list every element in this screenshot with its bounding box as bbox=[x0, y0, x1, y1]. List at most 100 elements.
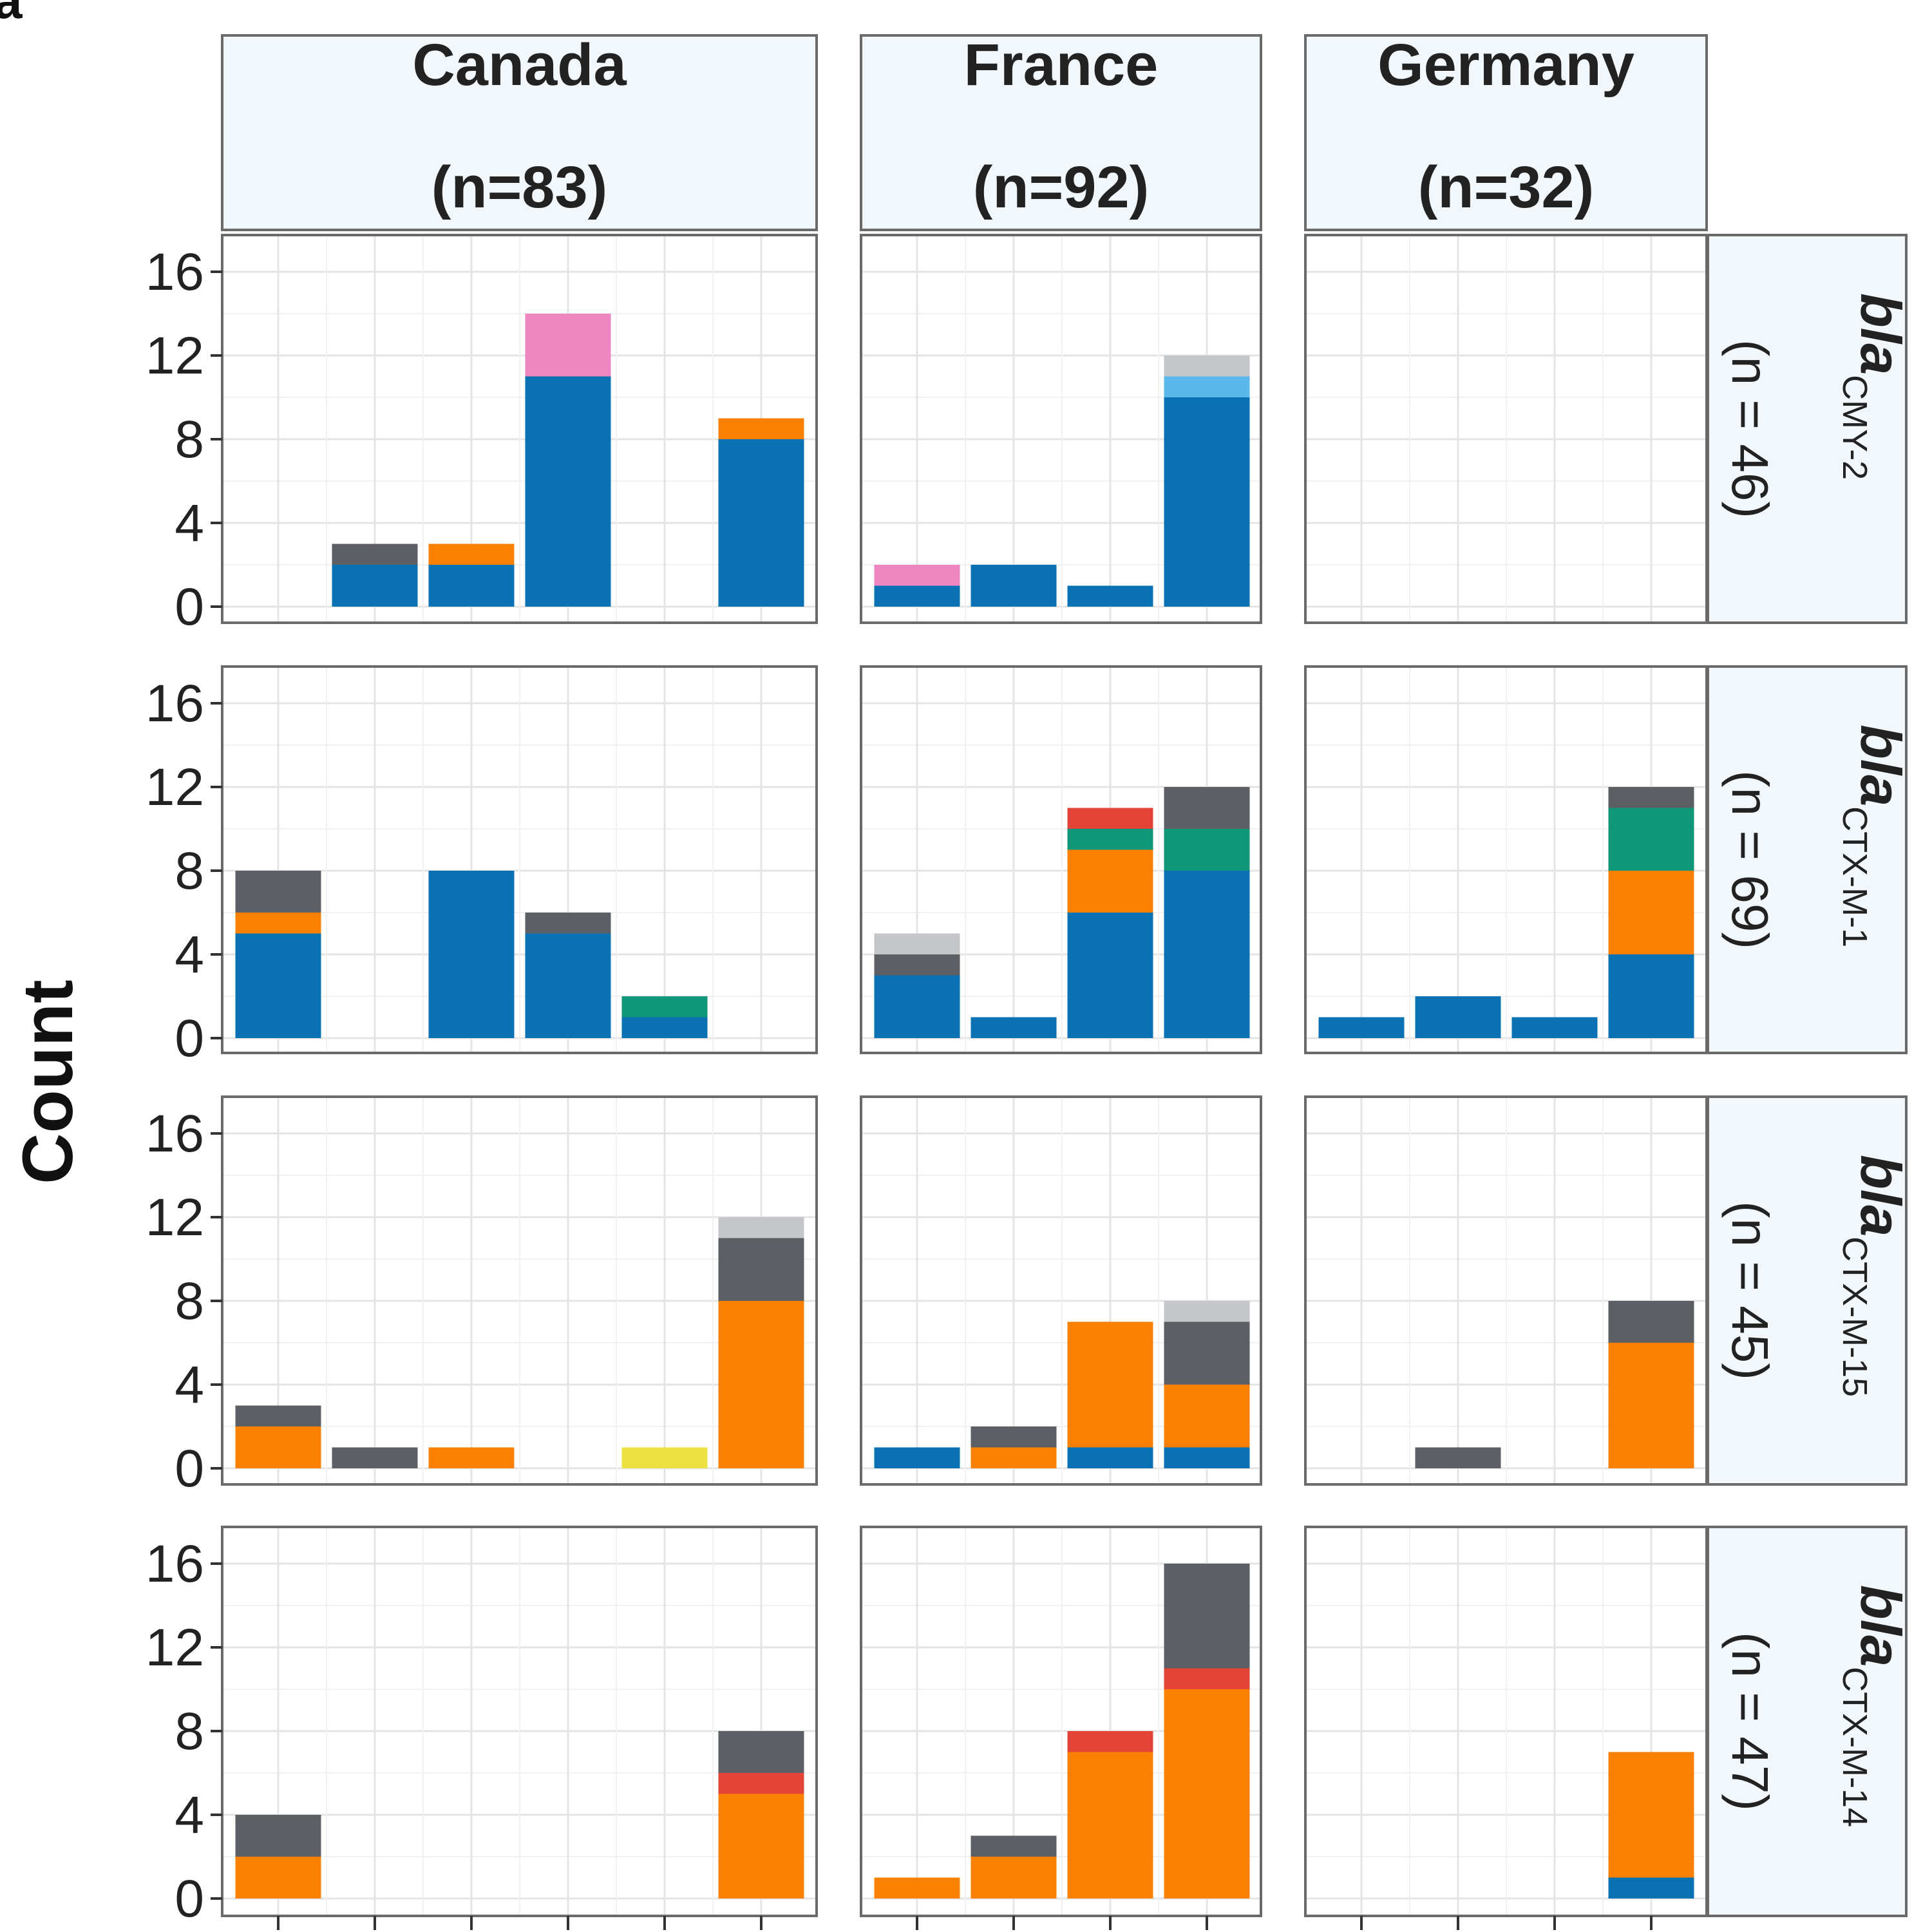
bar-segment-2-1-1-1 bbox=[235, 933, 321, 1038]
bar-segment-1-1-4-1 bbox=[525, 376, 611, 607]
bar-segment-1-2-4-2 bbox=[1164, 376, 1250, 397]
row-strip-n-1: (n = 46) bbox=[1721, 339, 1779, 518]
y-tick-label-3-1: 0 bbox=[175, 1439, 204, 1498]
bar-segment-3-1-1-2 bbox=[235, 1405, 321, 1426]
bar-segment-3-2-4-4 bbox=[1164, 1301, 1250, 1322]
bar-segment-4-2-4-1 bbox=[1164, 1689, 1250, 1899]
row-strip-gene-name-3: bla bbox=[1849, 1155, 1913, 1236]
bar-segment-4-2-2-1 bbox=[971, 1857, 1057, 1899]
bar-segment-2-3-3-1 bbox=[1511, 1017, 1598, 1038]
bar-segment-4-2-3-1 bbox=[1067, 1752, 1153, 1899]
bar-segment-4-1-6-1 bbox=[718, 1794, 804, 1899]
row-strip-n-2: (n = 69) bbox=[1721, 770, 1779, 949]
row-strip-variant-2: CTX-M-1 bbox=[1835, 806, 1874, 947]
bar-segment-3-2-4-3 bbox=[1164, 1321, 1250, 1385]
row-strip-gene-1: blaCMY-2 bbox=[1835, 293, 1913, 480]
y-tick-label-2-1: 4 bbox=[175, 925, 204, 984]
bar-segment-3-2-2-1 bbox=[971, 1447, 1057, 1468]
panel-label: a bbox=[0, 0, 23, 29]
bar-segment-4-1-6-2 bbox=[718, 1773, 804, 1794]
y-tick-label-1-1: 0 bbox=[175, 578, 204, 636]
bar-segment-1-1-6-1 bbox=[718, 439, 804, 607]
col-strip-1 bbox=[221, 34, 818, 231]
row-strip-4 bbox=[1707, 1526, 1908, 1917]
bar-segment-2-2-3-2 bbox=[1067, 849, 1153, 913]
row-strip-2 bbox=[1707, 665, 1908, 1054]
bar-segment-2-3-2-1 bbox=[1415, 996, 1501, 1038]
row-strip-gene-3: blaCTX-M-15 bbox=[1835, 1155, 1913, 1397]
bar-segment-3-3-2-1 bbox=[1415, 1447, 1501, 1468]
col-strip-2 bbox=[860, 34, 1262, 231]
y-tick-label-4-1: 16 bbox=[146, 1535, 204, 1593]
bar-segment-4-2-2-2 bbox=[971, 1835, 1057, 1857]
panel-frame-4-2 bbox=[860, 1526, 1262, 1917]
y-tick-label-2-1: 16 bbox=[146, 674, 204, 733]
bar-segment-3-3-4-1 bbox=[1608, 1343, 1694, 1468]
bar-segment-2-1-4-1 bbox=[525, 933, 611, 1038]
bar-segment-1-2-1-1 bbox=[874, 585, 960, 607]
row-strip-gene-name-4: bla bbox=[1849, 1585, 1913, 1667]
bar-segment-3-1-2-1 bbox=[332, 1447, 418, 1468]
y-tick-label-2-1: 12 bbox=[146, 758, 204, 817]
bar-segment-2-2-1-3 bbox=[874, 933, 960, 954]
row-strip-variant-4: CTX-M-14 bbox=[1835, 1667, 1874, 1827]
bar-segment-3-2-3-1 bbox=[1067, 1447, 1153, 1468]
bar-segment-4-1-1-2 bbox=[235, 1815, 321, 1857]
bar-segment-4-1-1-1 bbox=[235, 1857, 321, 1899]
bar-segment-1-2-4-1 bbox=[1164, 397, 1250, 607]
bar-segment-3-2-3-2 bbox=[1067, 1321, 1153, 1448]
bar-segment-1-1-3-1 bbox=[428, 565, 515, 607]
panel-frame-3-1 bbox=[221, 1095, 818, 1486]
bar-segment-2-2-3-4 bbox=[1067, 808, 1153, 829]
bar-segment-3-2-4-1 bbox=[1164, 1447, 1250, 1468]
y-tick-label-3-1: 16 bbox=[146, 1104, 204, 1163]
y-tick-label-2-1: 8 bbox=[175, 842, 204, 900]
col-strip-country-2: France bbox=[964, 32, 1159, 98]
bar-segment-4-3-4-1 bbox=[1608, 1877, 1694, 1899]
row-strip-gene-4: blaCTX-M-14 bbox=[1835, 1585, 1913, 1827]
bar-segment-4-2-1-1 bbox=[874, 1877, 960, 1899]
bar-segment-2-3-1-1 bbox=[1318, 1017, 1405, 1038]
bar-segment-1-1-3-2 bbox=[428, 544, 515, 565]
y-tick-label-4-1: 0 bbox=[175, 1870, 204, 1928]
y-tick-label-3-1: 12 bbox=[146, 1188, 204, 1247]
bar-segment-3-1-5-1 bbox=[621, 1447, 708, 1468]
bar-segment-3-3-4-2 bbox=[1608, 1301, 1694, 1343]
bar-segment-2-3-4-1 bbox=[1608, 954, 1694, 1038]
bar-segment-4-3-4-2 bbox=[1608, 1752, 1694, 1878]
bar-segment-2-2-4-3 bbox=[1164, 787, 1250, 829]
bar-segment-1-1-6-2 bbox=[718, 418, 804, 439]
bar-segment-2-2-2-1 bbox=[971, 1017, 1057, 1038]
row-strip-3 bbox=[1707, 1095, 1908, 1486]
bar-segment-1-2-3-1 bbox=[1067, 585, 1153, 607]
y-tick-label-4-1: 8 bbox=[175, 1702, 204, 1761]
bar-segment-1-1-2-2 bbox=[332, 544, 418, 565]
col-strip-n-1: (n=83) bbox=[431, 155, 608, 220]
bar-segment-2-2-3-1 bbox=[1067, 913, 1153, 1038]
y-tick-label-1-1: 8 bbox=[175, 410, 204, 469]
panel-frame-1-1 bbox=[221, 234, 818, 624]
row-strip-n-4: (n = 47) bbox=[1721, 1632, 1779, 1811]
bar-segment-1-2-1-2 bbox=[874, 565, 960, 586]
y-tick-label-4-1: 12 bbox=[146, 1618, 204, 1677]
bar-segment-2-3-4-3 bbox=[1608, 808, 1694, 871]
row-strip-1 bbox=[1707, 234, 1908, 624]
bar-segment-3-2-1-1 bbox=[874, 1447, 960, 1468]
bar-segment-3-2-4-2 bbox=[1164, 1385, 1250, 1448]
y-tick-label-3-1: 4 bbox=[175, 1356, 204, 1414]
bar-segment-2-1-3-1 bbox=[428, 871, 515, 1038]
axes-layer: 0 4 8 12 16 0 4 8 12 16 0 4 8 12 16 0 4 8 12 16 bbox=[146, 243, 1653, 1930]
bar-segment-2-1-1-2 bbox=[235, 913, 321, 934]
col-strip-n-3: (n=32) bbox=[1418, 155, 1595, 220]
bar-segment-1-2-4-3 bbox=[1164, 355, 1250, 377]
y-tick-label-1-1: 4 bbox=[175, 494, 204, 553]
bar-segment-3-1-1-1 bbox=[235, 1426, 321, 1468]
bar-segment-3-2-2-2 bbox=[971, 1426, 1057, 1448]
col-strip-country-3: Germany bbox=[1378, 32, 1634, 98]
row-strip-variant-3: CTX-M-15 bbox=[1835, 1236, 1874, 1397]
grid-layer bbox=[222, 235, 1707, 1916]
bar-segment-3-1-6-3 bbox=[718, 1217, 804, 1238]
bar-segment-2-1-5-2 bbox=[621, 996, 708, 1018]
row-strip-gene-2: blaCTX-M-1 bbox=[1835, 724, 1913, 947]
bars-layer bbox=[235, 314, 1694, 1899]
